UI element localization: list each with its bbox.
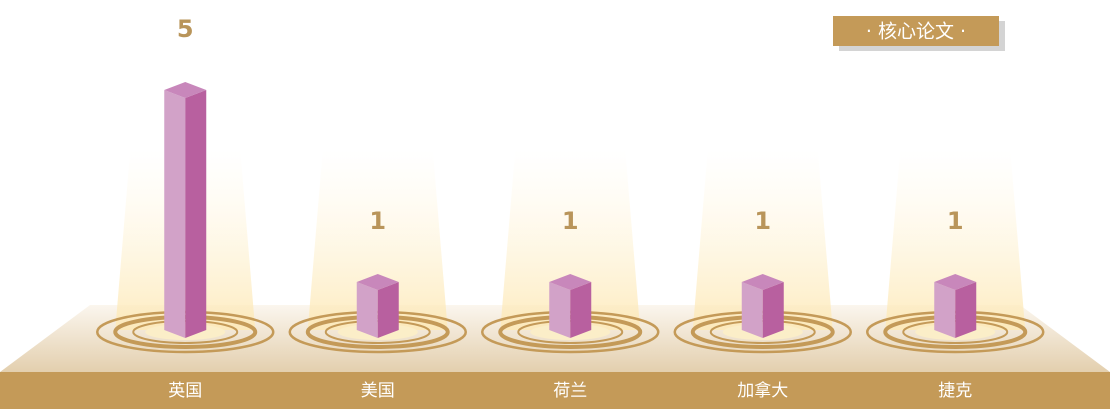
bar-left-face xyxy=(741,282,763,338)
value-label: 1 xyxy=(562,207,579,235)
bar-top-face xyxy=(741,274,784,290)
bar xyxy=(164,82,207,338)
bar-left-face xyxy=(934,282,956,338)
bar xyxy=(741,274,784,338)
bar xyxy=(356,274,399,338)
plot: 5 英国 1 美国 1 荷兰 1 加拿大 1 捷克 xyxy=(96,15,1045,401)
glow xyxy=(692,150,833,330)
glow xyxy=(500,150,641,330)
bar-left-face xyxy=(164,90,186,338)
x-tick-label: 捷克 xyxy=(938,381,972,401)
category-band xyxy=(0,372,1110,409)
value-label: 5 xyxy=(177,15,194,43)
bar-top-face xyxy=(164,82,207,98)
bar-right-face xyxy=(762,282,784,338)
value-label: 1 xyxy=(947,207,964,235)
bar-right-face xyxy=(377,282,399,338)
glow xyxy=(885,150,1026,330)
x-tick-label: 美国 xyxy=(361,381,395,401)
bar-top-face xyxy=(549,274,592,290)
x-tick-label: 加拿大 xyxy=(737,380,788,401)
value-label: 1 xyxy=(754,207,771,235)
bar-right-face xyxy=(185,90,207,338)
bar-right-face xyxy=(570,282,592,338)
bar-top-face xyxy=(356,274,399,290)
x-tick-label: 英国 xyxy=(168,381,202,401)
bar xyxy=(934,274,977,338)
bar-top-face xyxy=(934,274,977,290)
bar-right-face xyxy=(955,282,977,338)
chart-title: · 核心论文 · xyxy=(866,21,966,43)
value-label: 1 xyxy=(369,207,386,235)
x-tick-label: 荷兰 xyxy=(553,381,587,401)
title-badge xyxy=(833,16,999,46)
bar xyxy=(549,274,592,338)
glow xyxy=(307,150,448,330)
bar-left-face xyxy=(549,282,571,338)
bar-left-face xyxy=(356,282,378,338)
